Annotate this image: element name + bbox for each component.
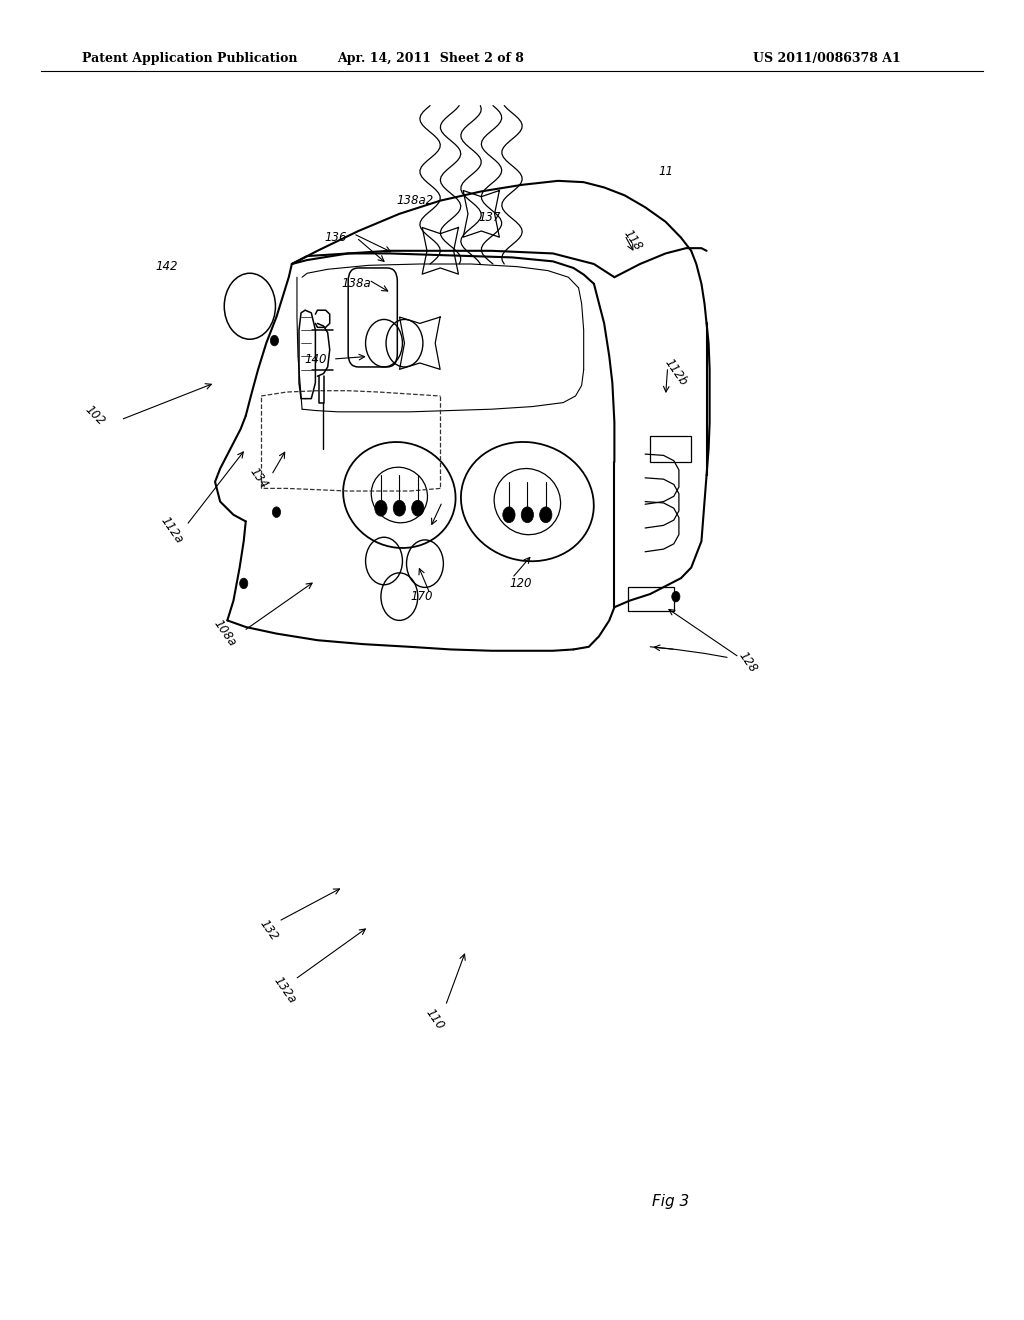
- Text: 11: 11: [658, 165, 673, 178]
- Circle shape: [521, 507, 534, 523]
- Circle shape: [672, 591, 680, 602]
- Text: 132a: 132a: [270, 974, 299, 1006]
- Circle shape: [272, 507, 281, 517]
- Text: 108a: 108a: [211, 618, 240, 649]
- Text: 134: 134: [247, 465, 271, 491]
- Text: 170: 170: [411, 590, 433, 603]
- Text: 142: 142: [156, 260, 178, 273]
- Circle shape: [240, 578, 248, 589]
- Text: Patent Application Publication: Patent Application Publication: [82, 51, 297, 65]
- Text: 137: 137: [478, 211, 501, 224]
- Text: 112a: 112a: [158, 515, 186, 546]
- Text: 120: 120: [509, 577, 531, 590]
- Text: 118: 118: [621, 227, 645, 253]
- Text: 128: 128: [735, 649, 760, 676]
- Circle shape: [540, 507, 552, 523]
- Circle shape: [412, 500, 424, 516]
- Text: US 2011/0086378 A1: US 2011/0086378 A1: [754, 51, 901, 65]
- Text: 138a: 138a: [341, 277, 372, 290]
- Circle shape: [375, 500, 387, 516]
- Text: 110: 110: [423, 1006, 447, 1032]
- Text: 136: 136: [325, 231, 347, 244]
- Circle shape: [503, 507, 515, 523]
- Text: 140: 140: [304, 352, 327, 366]
- Text: 132: 132: [256, 917, 281, 944]
- Circle shape: [393, 500, 406, 516]
- Bar: [650, 436, 691, 462]
- Text: 102: 102: [83, 403, 108, 429]
- Text: Apr. 14, 2011  Sheet 2 of 8: Apr. 14, 2011 Sheet 2 of 8: [337, 51, 523, 65]
- Text: Fig 3: Fig 3: [652, 1193, 689, 1209]
- Bar: [628, 587, 674, 611]
- Circle shape: [270, 335, 279, 346]
- Text: 112b: 112b: [662, 356, 690, 388]
- Text: 138a2: 138a2: [396, 194, 433, 207]
